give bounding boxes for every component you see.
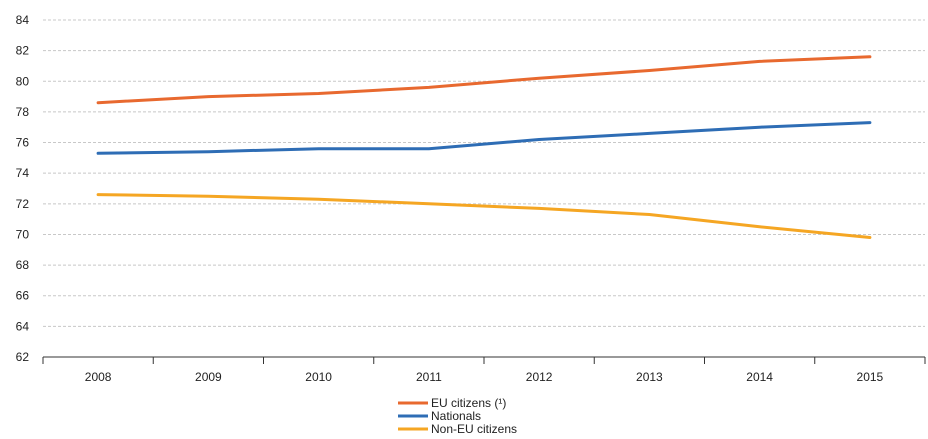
- y-tick-label: 78: [16, 105, 30, 119]
- y-tick-label: 76: [16, 136, 30, 150]
- x-tick-label: 2008: [85, 370, 112, 384]
- y-tick-label: 64: [16, 319, 30, 333]
- series-line: [96, 55, 872, 105]
- y-tick-label: 80: [16, 74, 30, 88]
- y-tick-labels: 62 64 66 68 70 72 74 76 78 80 82 84: [16, 13, 30, 364]
- x-tick-labels: 2008 2009 2010 2011 2012 2013 2014 2015: [85, 370, 884, 384]
- y-tick-label: 84: [16, 13, 30, 27]
- y-tick-label: 82: [16, 44, 30, 58]
- x-tick-label: 2011: [416, 370, 442, 384]
- legend-label: Non-EU citizens: [431, 422, 517, 436]
- series-line: [96, 121, 872, 155]
- x-tick-label: 2015: [857, 370, 884, 384]
- y-tick-label: 62: [16, 350, 30, 364]
- x-tick-label: 2009: [195, 370, 222, 384]
- y-tick-label: 70: [16, 227, 30, 241]
- legend-label: EU citizens (¹): [431, 396, 506, 410]
- x-tick-label: 2012: [526, 370, 553, 384]
- y-tick-label: 66: [16, 289, 30, 303]
- x-tick-label: 2013: [636, 370, 663, 384]
- gridlines: [43, 19, 925, 327]
- series-line: [96, 193, 872, 239]
- x-tick-label: 2010: [305, 370, 332, 384]
- y-tick-label: 72: [16, 197, 30, 211]
- y-tick-label: 68: [16, 258, 30, 272]
- axes: [42, 356, 926, 364]
- y-tick-label: 74: [16, 166, 30, 180]
- series-lines: [96, 55, 872, 239]
- x-tick-label: 2014: [746, 370, 773, 384]
- legend-label: Nationals: [431, 409, 481, 423]
